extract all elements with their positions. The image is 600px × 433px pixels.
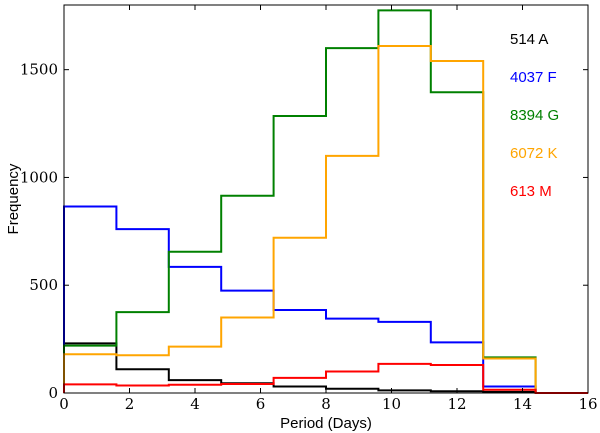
series-line-514-a: [63, 342, 588, 394]
x-tick-label: 4: [190, 395, 200, 413]
legend-entry: 514 A: [510, 31, 548, 48]
y-tick-label: 1500: [20, 61, 58, 79]
x-axis-label: Period (Days): [280, 415, 372, 432]
x-tick-label: 10: [382, 395, 401, 413]
series-layer: [63, 9, 588, 394]
y-axis-label: Frequency: [5, 163, 22, 234]
legend-entry: 8394 G: [510, 107, 559, 124]
x-tick-label: 0: [59, 395, 69, 413]
y-axis: 0 500 1000 1500: [20, 61, 588, 402]
y-tick-label: 1000: [20, 168, 58, 186]
x-tick-label: 12: [447, 395, 466, 413]
x-tick-label: 6: [256, 395, 266, 413]
x-tick-label: 14: [513, 395, 532, 413]
y-tick-label: 0: [48, 384, 58, 402]
legend-entry: 613 M: [510, 183, 552, 200]
series-line-6072-k: [63, 44, 588, 394]
x-tick-label: 8: [321, 395, 331, 413]
y-tick-label: 500: [29, 276, 58, 294]
x-tick-label: 2: [125, 395, 135, 413]
legend: 514 A 4037 F 8394 G 6072 K 613 M: [510, 31, 559, 200]
series-line-613-m: [63, 362, 588, 394]
x-axis: 0 2 4 6 8 10 12 14 16: [59, 5, 598, 413]
x-tick-label: 16: [578, 395, 597, 413]
legend-entry: 4037 F: [510, 69, 557, 86]
legend-entry: 6072 K: [510, 145, 558, 162]
